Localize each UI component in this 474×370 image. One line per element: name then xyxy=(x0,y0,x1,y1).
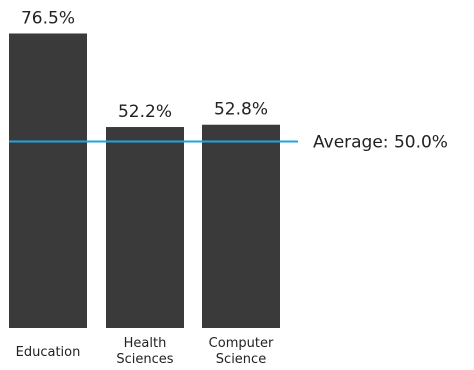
bar-0 xyxy=(9,33,87,328)
bar-1 xyxy=(106,127,184,328)
category-label-1-0: Health xyxy=(124,336,167,351)
category-label-0-0: Education xyxy=(16,345,81,360)
average-label: Average: 50.0% xyxy=(313,133,448,153)
bars-layer xyxy=(9,33,280,328)
value-label-0: 76.5% xyxy=(21,8,75,28)
value-label-1: 52.2% xyxy=(118,102,172,122)
value-label-2: 52.8% xyxy=(214,100,268,120)
category-label-1-1: Sciences xyxy=(116,352,173,367)
category-label-2-1: Science xyxy=(216,352,266,367)
category-label-2-0: Computer xyxy=(209,336,274,351)
bar-2 xyxy=(202,124,280,328)
